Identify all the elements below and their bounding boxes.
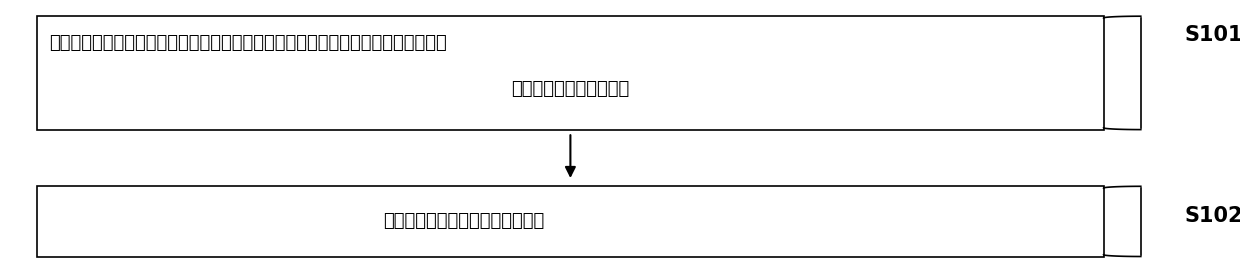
FancyBboxPatch shape <box>37 186 1104 256</box>
Text: S101: S101 <box>1184 25 1240 45</box>
Text: S102: S102 <box>1184 206 1240 226</box>
Text: 动态调整电机控制的电流限制幅值: 动态调整电机控制的电流限制幅值 <box>383 212 544 230</box>
Text: 实时温度、和可用热容量: 实时温度、和可用热容量 <box>511 80 630 98</box>
Text: 基于信号注入法在线获取永磁同步电机的实际热状态，即永磁同步电机的定子损耗、: 基于信号注入法在线获取永磁同步电机的实际热状态，即永磁同步电机的定子损耗、 <box>50 34 448 52</box>
FancyBboxPatch shape <box>37 16 1104 130</box>
